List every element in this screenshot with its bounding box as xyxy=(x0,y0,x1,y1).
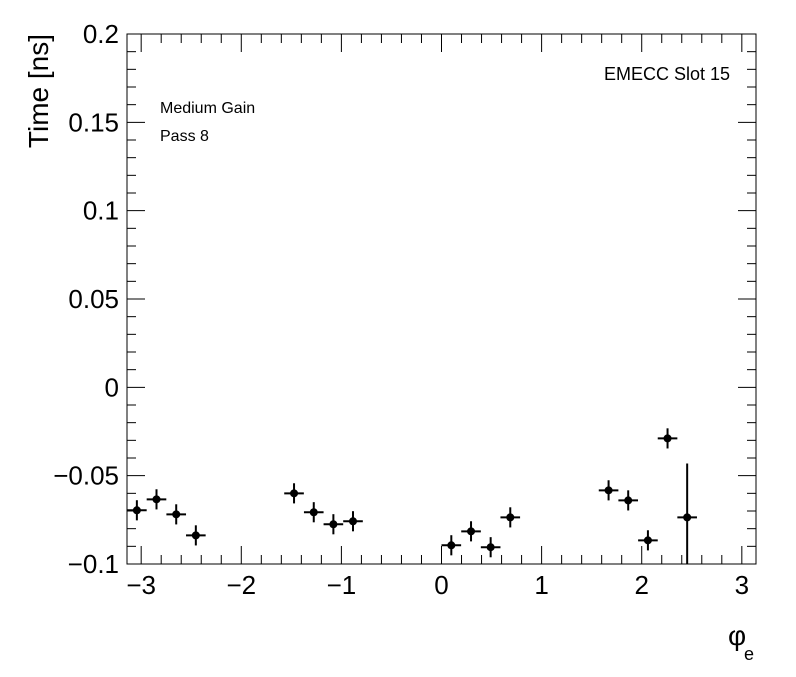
point-marker xyxy=(486,543,495,552)
y-tick-label: 0.2 xyxy=(83,19,119,49)
data-point xyxy=(480,537,501,558)
point-marker xyxy=(349,517,358,526)
annotation-slot: EMECC Slot 15 xyxy=(604,64,730,84)
point-marker xyxy=(663,434,672,443)
point-marker xyxy=(290,489,299,498)
data-point xyxy=(323,514,344,535)
point-marker xyxy=(643,536,652,545)
y-tick-label: 0.15 xyxy=(68,107,119,137)
x-axis-label-subscript: e xyxy=(744,644,754,664)
point-marker xyxy=(506,513,515,522)
point-marker xyxy=(172,510,181,519)
point-marker xyxy=(624,496,633,505)
data-point xyxy=(284,483,304,504)
y-tick-label: −0.05 xyxy=(53,461,119,491)
annotation-pass: Pass 8 xyxy=(160,128,209,145)
point-marker xyxy=(604,486,613,495)
data-point xyxy=(500,507,521,528)
x-axis-label-main: φ xyxy=(728,620,746,651)
data-point xyxy=(441,535,462,556)
point-marker xyxy=(152,495,161,504)
data-point xyxy=(638,530,658,551)
data-point xyxy=(186,525,206,546)
data-point xyxy=(127,500,147,521)
point-marker xyxy=(447,541,456,550)
y-axis-label: Time [ns] xyxy=(23,34,54,148)
data-point xyxy=(461,521,481,542)
x-tick-label: −1 xyxy=(327,570,357,600)
x-axis-label: φ xyxy=(728,620,746,651)
data-point xyxy=(146,489,167,510)
point-marker xyxy=(191,531,200,540)
data-point xyxy=(657,428,678,449)
point-marker xyxy=(467,527,476,536)
point-marker xyxy=(329,520,338,529)
y-tick-label: 0.05 xyxy=(68,284,119,314)
y-tick-label: 0 xyxy=(105,372,119,402)
x-tick-label: 1 xyxy=(534,570,548,600)
y-tick-label: −0.1 xyxy=(68,549,119,579)
data-point xyxy=(598,480,619,501)
data-point xyxy=(343,511,363,532)
x-tick-label: 0 xyxy=(434,570,448,600)
point-marker xyxy=(309,508,318,517)
data-point xyxy=(303,502,324,523)
x-tick-label: −3 xyxy=(126,570,156,600)
x-tick-label: −2 xyxy=(226,570,256,600)
axes: −3 −2 −1 0 1 2 3 −0.1 −0.05 0 0.05 0.1 0.15 0.2 xyxy=(53,19,757,600)
data-point xyxy=(618,490,639,511)
point-marker xyxy=(132,506,141,515)
point-marker xyxy=(683,513,692,522)
data-point xyxy=(166,504,187,525)
data-points xyxy=(127,428,697,564)
y-tick-label: 0.1 xyxy=(83,196,119,226)
data-point xyxy=(677,463,697,564)
x-tick-label: 2 xyxy=(634,570,648,600)
annotation-gain: Medium Gain xyxy=(160,100,255,117)
x-tick-label: 3 xyxy=(735,570,749,600)
